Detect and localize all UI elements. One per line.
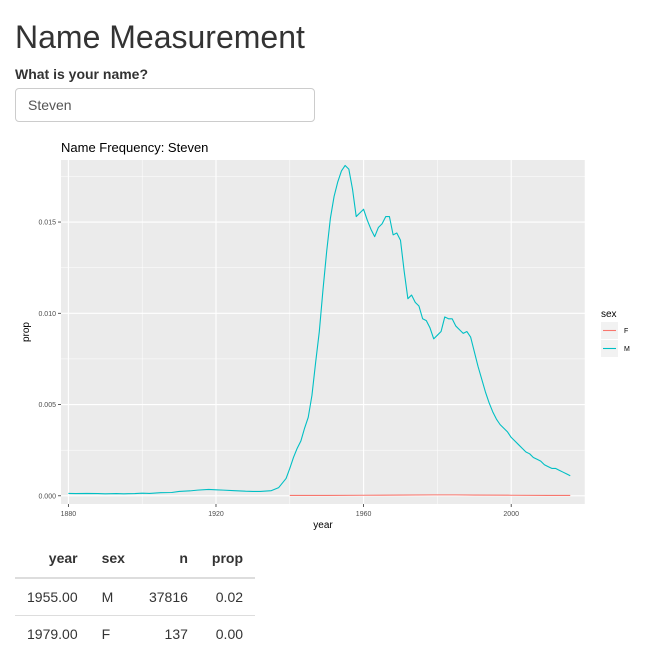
x-tick-label: 2000: [503, 511, 519, 518]
cell-n: 37816: [137, 578, 200, 616]
column-header-prop: prop: [200, 538, 255, 578]
cell-prop: 0.02: [200, 578, 255, 616]
table-row: 1979.00 F 137 0.00: [15, 616, 255, 652]
cell-prop: 0.00: [200, 616, 255, 652]
cell-year: 1979.00: [15, 616, 90, 652]
name-label: What is your name?: [15, 66, 148, 82]
x-axis-label: year: [313, 520, 333, 531]
legend-label-m: M: [624, 346, 630, 353]
x-tick-label: 1920: [208, 511, 224, 518]
series-line-f: [290, 495, 570, 496]
legend: sex F M: [601, 309, 630, 357]
legend-label-f: F: [624, 328, 628, 335]
table-row: 1955.00 M 37816 0.02: [15, 578, 255, 616]
y-tick-label: 0.000: [38, 493, 56, 500]
column-header-year: year: [15, 538, 90, 578]
column-header-sex: sex: [90, 538, 137, 578]
y-axis-label: prop: [21, 322, 32, 342]
x-tick-label: 1880: [61, 511, 77, 518]
plot-panel: [61, 160, 585, 504]
cell-sex: F: [90, 616, 137, 652]
cell-year: 1955.00: [15, 578, 90, 616]
cell-sex: M: [90, 578, 137, 616]
y-axis: 0.000 0.005 0.010 0.015: [38, 220, 61, 501]
table-header-row: year sex n prop: [15, 538, 255, 578]
y-tick-label: 0.005: [38, 402, 56, 409]
column-header-n: n: [137, 538, 200, 578]
chart-title: Name Frequency: Steven: [61, 140, 208, 155]
page-title: Name Measurement: [15, 17, 305, 57]
legend-title: sex: [601, 309, 617, 320]
results-table: year sex n prop 1955.00 M 37816 0.02 197…: [15, 538, 255, 652]
y-tick-label: 0.015: [38, 220, 56, 227]
x-tick-label: 1960: [356, 511, 372, 518]
x-axis: 1880 1920 1960 2000: [61, 504, 519, 518]
y-tick-label: 0.010: [38, 311, 56, 318]
name-input[interactable]: [15, 88, 315, 122]
cell-n: 137: [137, 616, 200, 652]
